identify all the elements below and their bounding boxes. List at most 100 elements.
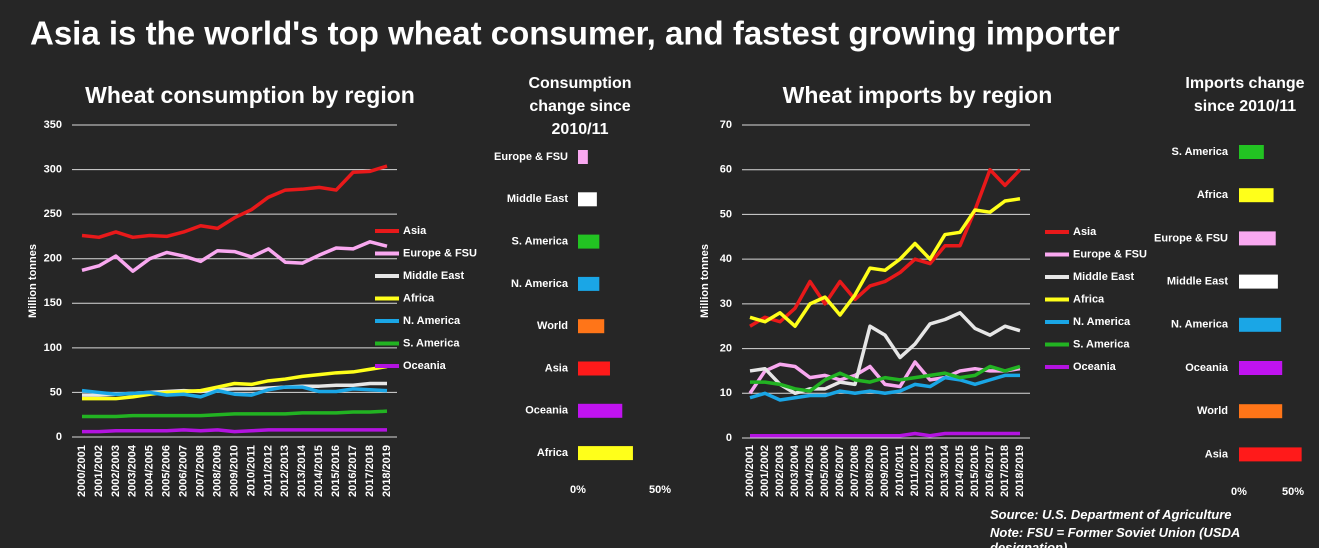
chart-title: Imports change since 2010/11 [1185, 75, 1305, 115]
x-tick-label: 2003/2004 [789, 444, 801, 497]
legend-label: N. America [403, 315, 461, 327]
x-tick-label: 2001/2002 [759, 445, 771, 497]
x-tick-label: 2012/2013 [279, 445, 291, 497]
x-tick-label: 2013/2014 [296, 444, 308, 497]
y-tick-label: 60 [720, 164, 732, 176]
category-label: World [537, 320, 568, 332]
category-label: Asia [1205, 448, 1229, 460]
y-tick-label: 200 [44, 253, 62, 265]
x-tick-label: 2011/2012 [262, 445, 274, 496]
x-tick-label: 2018/2019 [1014, 445, 1026, 497]
bar [578, 234, 600, 249]
x-tick-label: 2017/2018 [364, 445, 376, 497]
bar [1239, 447, 1302, 462]
bar [1239, 404, 1283, 419]
legend-label: S. America [403, 337, 460, 349]
category-label: Oceania [1185, 362, 1229, 374]
x-tick-label: 2015/2016 [969, 445, 981, 497]
category-label: World [1197, 405, 1228, 417]
legend-label: Middle East [403, 270, 464, 282]
x-tick-label: 2006/2007 [834, 445, 846, 497]
bar [1239, 317, 1282, 332]
category-label: Africa [537, 447, 569, 459]
legend-label: Europe & FSU [403, 247, 477, 259]
x-tick-label: 2004/2005 [804, 445, 816, 497]
legend-label: Middle East [1073, 271, 1134, 283]
category-label: S. America [1172, 146, 1229, 158]
x-tick-label: 2000/2001 [76, 445, 88, 497]
series-line [82, 364, 388, 401]
bar [578, 276, 600, 291]
legend-label: Africa [1073, 293, 1105, 305]
legend-label: Oceania [403, 360, 447, 372]
series-line [749, 311, 1021, 396]
x-tick-label: 2000/2001 [744, 445, 756, 497]
y-tick-label: 50 [50, 386, 62, 398]
x-tick-label: 2013/2014 [939, 444, 951, 497]
x-tick-label: 2017/2018 [999, 445, 1011, 497]
y-tick-label: 250 [44, 208, 62, 220]
bar [1239, 361, 1283, 375]
x-tick-label: 2008/2009 [864, 445, 876, 497]
y-tick-label: 150 [44, 297, 62, 309]
x-tick-label: 50% [649, 484, 671, 496]
x-tick-label: 2009/2010 [879, 445, 891, 497]
category-label: Africa [1197, 189, 1229, 201]
category-label: Oceania [525, 405, 569, 417]
series-line [750, 431, 1020, 438]
y-tick-label: 0 [56, 431, 62, 443]
y-tick-label: 300 [44, 163, 62, 175]
y-tick-label: 350 [44, 119, 62, 131]
x-tick-label: 2010/2011 [245, 445, 257, 496]
x-tick-label: 0% [1231, 486, 1247, 498]
x-tick-label: 50% [1282, 486, 1304, 498]
x-tick-label: 2018/2019 [381, 445, 393, 497]
x-tick-label: 2007/2008 [195, 445, 207, 497]
footnote: Note: FSU = Former Soviet Union (USDA de… [990, 525, 1240, 548]
y-tick-label: 70 [720, 119, 732, 131]
series-line [749, 373, 1020, 402]
x-tick-label: 2015/2016 [330, 445, 342, 497]
chart-title: Consumption change since 2010/11 [528, 75, 632, 138]
legend-label: Asia [403, 225, 427, 237]
x-tick-label: 2012/2013 [924, 445, 936, 497]
x-tick-label: 2016/2017 [984, 445, 996, 497]
x-tick-label: 2005/2006 [819, 445, 831, 497]
y-tick-label: 30 [720, 298, 732, 310]
y-axis-label: Million tonnes [699, 244, 711, 318]
legend-label: N. America [1073, 316, 1131, 328]
chart-title: Wheat consumption by region [85, 82, 415, 108]
x-tick-label: 2001/2002 [93, 445, 105, 497]
legend-label: Asia [1073, 226, 1097, 238]
series-line [748, 360, 1021, 395]
series-line [81, 385, 388, 399]
y-axis-label: Million tonnes [27, 244, 39, 318]
legend-label: Europe & FSU [1073, 248, 1147, 260]
series-line [82, 409, 388, 419]
series-line [82, 428, 387, 434]
bar [578, 150, 588, 164]
bar [578, 403, 623, 418]
x-tick-label: 0% [570, 484, 586, 496]
x-tick-label: 2004/2005 [144, 445, 156, 497]
category-label: N. America [1171, 319, 1229, 331]
category-label: Asia [545, 362, 569, 374]
category-label: Europe & FSU [1154, 232, 1228, 244]
x-tick-label: 2014/2015 [954, 445, 966, 497]
y-tick-label: 10 [720, 387, 732, 399]
bar [1239, 231, 1276, 246]
category-label: Middle East [507, 193, 568, 205]
legend-label: Oceania [1073, 361, 1117, 373]
bar [1239, 188, 1274, 203]
legend-label: S. America [1073, 338, 1130, 350]
category-label: N. America [511, 278, 569, 290]
x-tick-label: 2009/2010 [228, 445, 240, 497]
x-tick-label: 2014/2015 [313, 445, 325, 497]
main-title: Asia is the world's top wheat consumer, … [30, 15, 1120, 52]
bar [578, 319, 605, 334]
series-line [750, 364, 1021, 393]
y-tick-label: 50 [720, 208, 732, 220]
category-label: Middle East [1167, 276, 1228, 288]
